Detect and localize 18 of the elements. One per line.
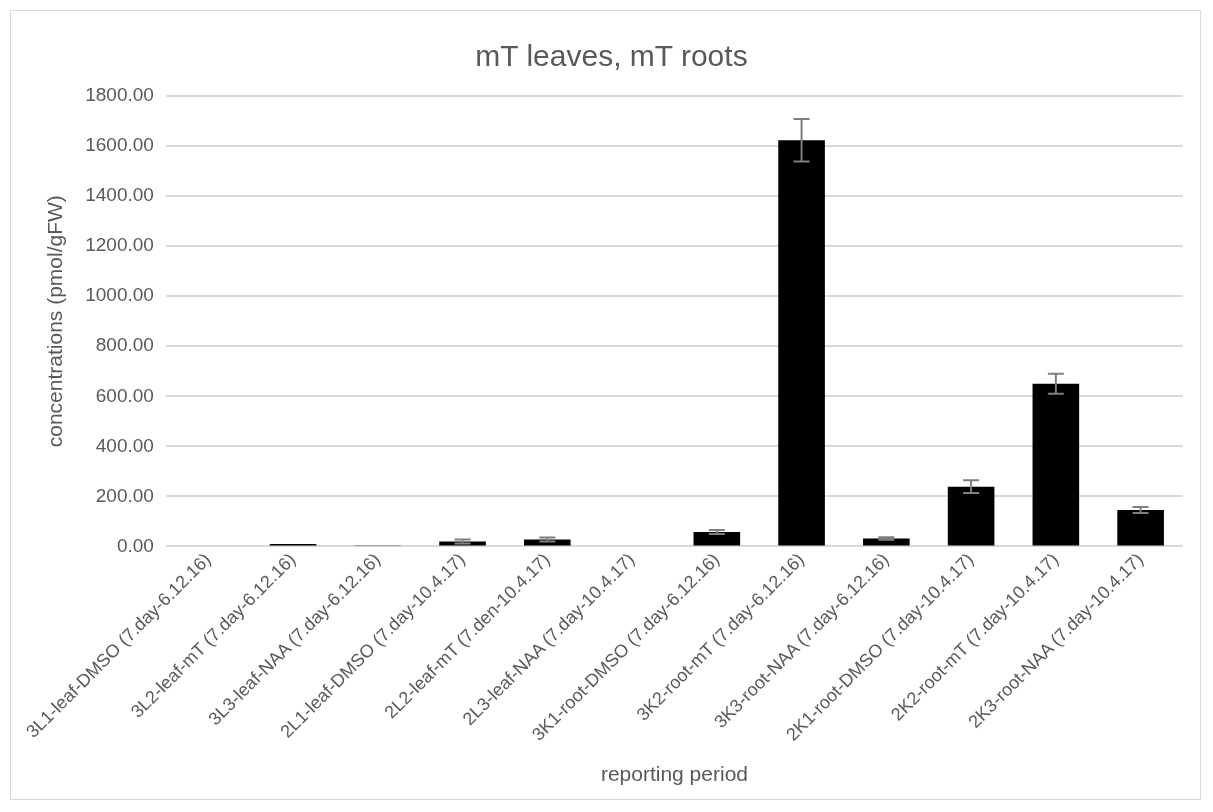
y-tick-label: 1800.00	[85, 84, 154, 106]
y-tick-label: 1400.00	[85, 184, 154, 206]
chart-title: mT leaves, mT roots	[475, 39, 748, 73]
y-tick-label: 1600.00	[85, 134, 154, 156]
y-tick-label: 600.00	[95, 384, 154, 406]
y-tick-label: 200.00	[95, 484, 154, 506]
bar	[947, 486, 995, 546]
bar	[1032, 383, 1080, 546]
x-axis-title: reporting period	[600, 762, 748, 786]
bar	[693, 531, 741, 546]
y-tick-label: 1000.00	[85, 284, 154, 306]
y-axis-title: concentrations (pmol/gFW)	[43, 195, 67, 448]
y-tick-label: 400.00	[95, 434, 154, 456]
y-tick-label: 0.00	[116, 534, 154, 556]
bar	[778, 140, 825, 546]
bar	[1117, 509, 1164, 546]
y-tick-label: 800.00	[95, 334, 154, 356]
y-tick-label: 1200.00	[85, 234, 154, 256]
